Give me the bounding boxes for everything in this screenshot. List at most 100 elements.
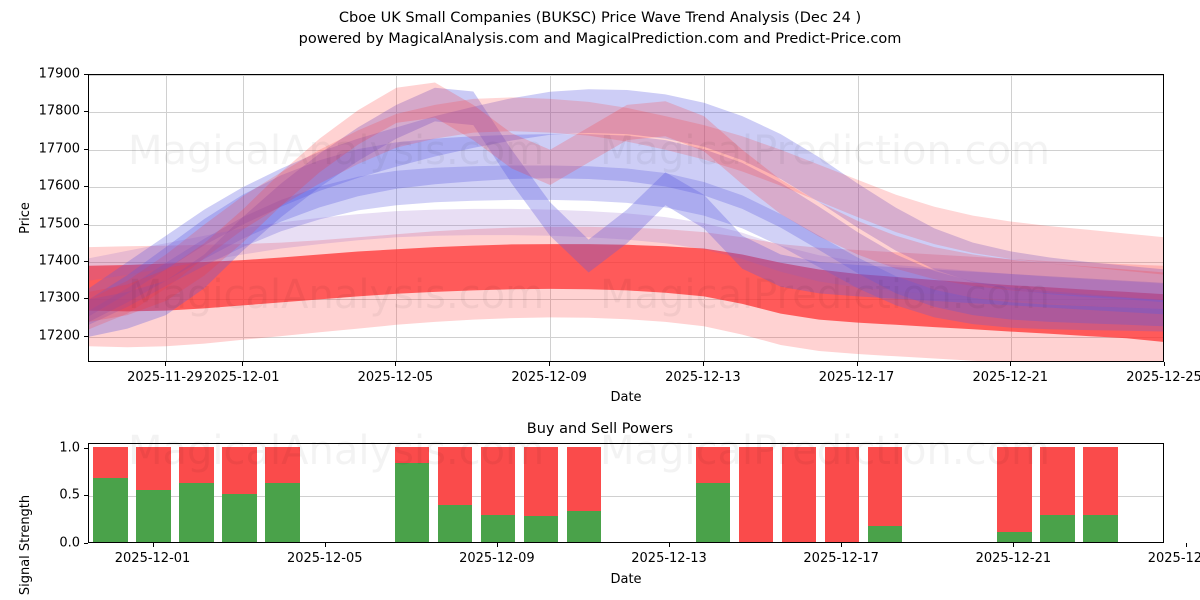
powers-x-tickmark [152, 543, 154, 547]
powers-x-tick-label: 2025-12-13 [631, 551, 707, 566]
powers-y-tickmark [84, 543, 88, 544]
power-bar[interactable] [1040, 446, 1075, 542]
wave-band-red-core-band [89, 244, 1163, 342]
buy-power-segment [222, 494, 257, 542]
buy-power-segment [1083, 515, 1118, 542]
price-y-tick-label: 17400 [38, 253, 80, 269]
power-bar[interactable] [1083, 446, 1118, 542]
price-y-tickmark [84, 335, 88, 337]
sell-power-segment [695, 446, 731, 483]
price-x-tick-label: 2025-12-25 [1126, 370, 1200, 385]
sell-power-segment [523, 446, 559, 517]
sell-power-segment [997, 446, 1032, 532]
gridline-horizontal [89, 187, 1163, 189]
sell-power-segment [738, 446, 774, 542]
sell-power-segment [824, 446, 860, 542]
gridline-vertical [1011, 75, 1013, 361]
price-x-tickmark [702, 362, 704, 366]
powers-x-tickmark [496, 543, 498, 547]
price-x-tickmark [1010, 362, 1012, 366]
powers-y-tick-label: 1.0 [59, 440, 80, 456]
wave-band-red-v-wave [89, 82, 1163, 322]
power-bar[interactable] [437, 446, 473, 542]
price-x-tickmark [549, 362, 551, 366]
powers-x-tick-label: 2025-12-09 [459, 551, 535, 566]
powers-y-tickmark [84, 447, 88, 449]
power-bar[interactable] [222, 446, 257, 542]
sell-power-segment [437, 446, 473, 505]
powers-y-tick-label: 0.5 [59, 487, 80, 503]
powers-x-tickmark [841, 543, 843, 547]
gridline-horizontal [89, 75, 1163, 76]
power-bar[interactable] [265, 446, 300, 542]
price-x-tick-label: 2025-12-21 [972, 370, 1049, 385]
price-y-tickmark [84, 186, 88, 188]
power-bar[interactable] [136, 446, 171, 542]
sell-power-segment [781, 446, 817, 542]
power-bar[interactable] [394, 446, 429, 542]
powers-x-tick-label: 2025-12-17 [803, 551, 879, 566]
powers-bars-layer [89, 444, 1163, 542]
price-x-axis-label: Date [610, 390, 642, 405]
price-y-tick-label: 17800 [38, 103, 80, 119]
power-bar[interactable] [824, 446, 860, 542]
sell-power-segment [868, 446, 903, 526]
power-bar[interactable] [523, 446, 559, 542]
sell-power-segment [1040, 446, 1075, 516]
page-title: Cboe UK Small Companies (BUKSC) Price Wa… [338, 10, 862, 26]
price-y-tick-label: 17200 [38, 328, 80, 344]
powers-x-axis-label: Date [610, 572, 642, 587]
gridline-vertical [242, 75, 244, 361]
price-y-tick-label: 17500 [38, 216, 80, 232]
power-bar[interactable] [781, 446, 817, 542]
price-y-tickmark [84, 74, 88, 75]
buy-power-segment [136, 489, 171, 542]
power-bar[interactable] [738, 446, 774, 542]
powers-x-tickmark [1185, 543, 1187, 547]
buy-power-segment [179, 482, 214, 542]
sell-power-segment [136, 446, 171, 490]
power-bar[interactable] [868, 446, 903, 542]
sell-power-segment [1083, 446, 1118, 516]
price-x-tickmark [241, 362, 243, 366]
buy-power-segment [480, 515, 516, 542]
price-wave-plot [88, 74, 1164, 362]
power-bar[interactable] [179, 446, 214, 542]
price-x-tick-label: 2025-12-17 [818, 370, 895, 385]
power-bar[interactable] [566, 446, 602, 542]
power-bar[interactable] [997, 446, 1032, 542]
gridline-vertical [703, 75, 705, 361]
gridline-vertical [396, 75, 398, 361]
price-y-tickmark [84, 148, 88, 150]
gridline-horizontal [89, 149, 1163, 151]
page-title-block: Cboe UK Small Companies (BUKSC) Price Wa… [0, 8, 1200, 50]
price-y-tickmark [84, 111, 88, 113]
buy-power-segment [523, 516, 559, 542]
price-y-tick-label: 17300 [38, 290, 80, 306]
gridline-horizontal [89, 496, 1163, 498]
power-bar[interactable] [695, 446, 731, 542]
powers-x-tickmark [669, 543, 671, 547]
wave-band-blue-band-1 [89, 89, 1163, 317]
wave-band-red-outer-band [89, 226, 1163, 361]
buy-power-segment [394, 462, 429, 542]
buy-power-segment [695, 482, 731, 542]
price-y-tickmark [84, 261, 88, 262]
gridline-horizontal [89, 336, 1163, 338]
power-bar[interactable] [480, 446, 516, 542]
wave-band-red-upper-wave [89, 97, 1163, 330]
power-bar[interactable] [93, 446, 128, 542]
price-x-tick-label: 2025-12-13 [665, 370, 741, 385]
wave-band-purple-mid-band [89, 208, 1163, 310]
sell-power-segment [566, 446, 602, 511]
sell-power-segment [179, 446, 214, 483]
powers-y-tick-label: 0.0 [59, 535, 80, 551]
sell-power-segment [480, 446, 516, 516]
price-x-tick-label: 2025-12-05 [357, 370, 434, 385]
price-y-tick-label: 17600 [38, 178, 80, 194]
buy-power-segment [437, 504, 473, 542]
gridline-vertical [165, 75, 167, 361]
powers-chart-title: Buy and Sell Powers [526, 421, 674, 437]
powers-x-tick-label: 2025-12-25 [1147, 551, 1200, 566]
